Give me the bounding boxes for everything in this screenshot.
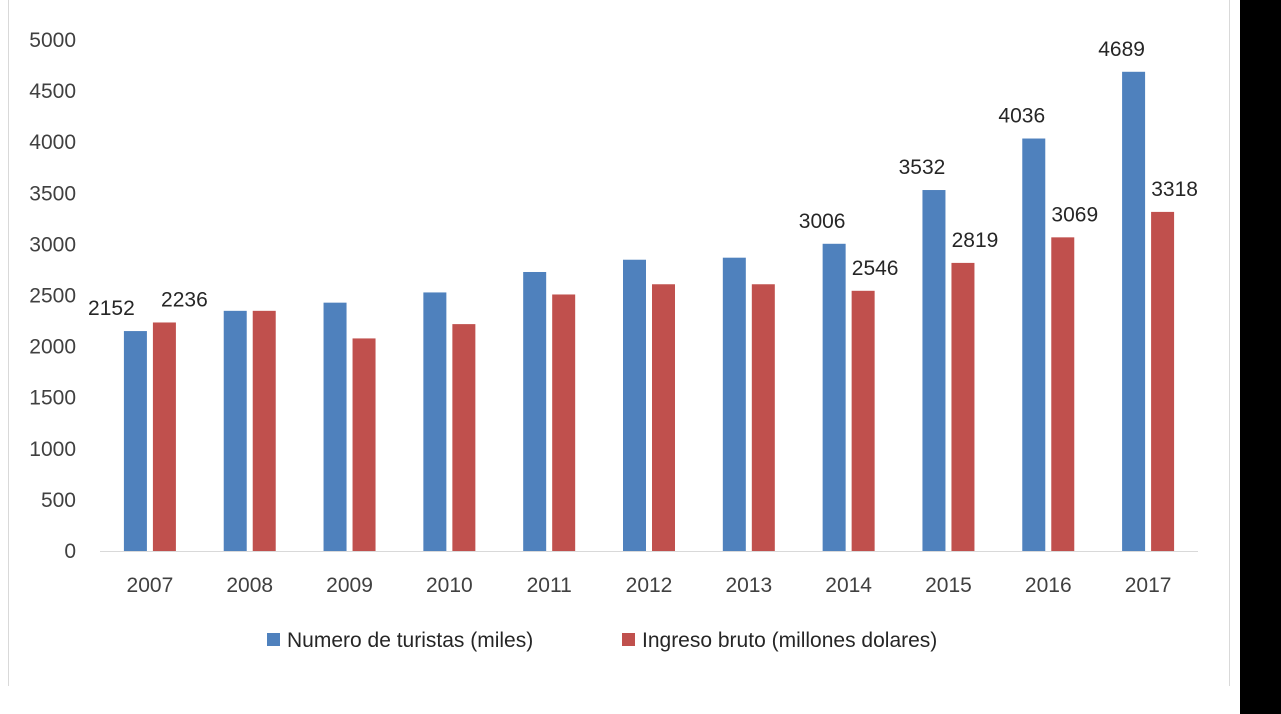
x-tick-label: 2009 (326, 574, 373, 597)
y-axis-ticks: 0 500 1000 1500 2000 2500 3000 3500 4000 4500 5000 (29, 29, 76, 563)
y-tick-label: 2500 (29, 285, 76, 308)
data-label: 4689 (1098, 38, 1145, 61)
bar-turistas-2014 (822, 243, 846, 551)
y-tick-label: 5000 (29, 29, 76, 52)
x-tick-label: 2013 (725, 574, 772, 597)
bar-ingreso-2008 (252, 310, 276, 551)
bar-ingreso-2016 (1051, 237, 1075, 551)
bar-turistas-2009 (323, 302, 347, 551)
bar-turistas-2011 (523, 271, 547, 551)
bar-chart: 0 500 1000 1500 2000 2500 3000 3500 4000 4500 5000… (29, 29, 1198, 652)
data-label: 2152 (88, 297, 135, 320)
bar-ingreso-2009 (352, 338, 376, 551)
bar-turistas-2015 (922, 190, 946, 551)
data-labels: 2152 2236 3006 2546 3532 2819 4036 3069 4689 3318 (88, 38, 1198, 320)
legend: Numero de turistas (miles) Ingreso bruto … (267, 629, 937, 652)
bar-ingreso-2013 (751, 284, 775, 551)
legend-swatch (622, 633, 635, 646)
x-tick-label: 2012 (626, 574, 673, 597)
data-label: 3006 (799, 210, 846, 233)
data-label: 3318 (1151, 178, 1198, 201)
y-tick-label: 0 (64, 540, 76, 563)
x-tick-label: 2007 (127, 574, 174, 597)
y-tick-label: 3500 (29, 182, 76, 205)
x-tick-label: 2016 (1025, 574, 1072, 597)
bars (123, 71, 1175, 552)
bar-ingreso-2017 (1151, 211, 1175, 552)
data-label: 3532 (899, 156, 946, 179)
y-tick-label: 4500 (29, 80, 76, 103)
screen-edge (1240, 0, 1281, 714)
legend-label: Numero de turistas (miles) (287, 629, 533, 652)
y-tick-label: 1500 (29, 387, 76, 410)
data-label: 2819 (952, 229, 999, 252)
data-label: 4036 (998, 105, 1045, 128)
bar-turistas-2007 (123, 331, 147, 551)
x-tick-label: 2017 (1125, 574, 1172, 597)
bar-turistas-2017 (1122, 71, 1146, 551)
legend-swatch (267, 633, 280, 646)
bar-ingreso-2015 (951, 262, 975, 551)
y-tick-label: 4000 (29, 131, 76, 154)
bar-turistas-2010 (423, 292, 447, 551)
legend-label: Ingreso bruto (millones dolares) (642, 629, 937, 652)
data-label: 3069 (1051, 203, 1098, 226)
x-tick-label: 2015 (925, 574, 972, 597)
bar-ingreso-2007 (152, 322, 176, 551)
y-tick-label: 1000 (29, 438, 76, 461)
bar-ingreso-2010 (452, 324, 476, 551)
data-label: 2546 (852, 257, 899, 280)
x-tick-label: 2008 (226, 574, 273, 597)
x-tick-label: 2010 (426, 574, 473, 597)
bar-ingreso-2011 (552, 294, 576, 551)
y-tick-label: 500 (41, 489, 76, 512)
data-label: 2236 (161, 288, 208, 311)
bar-turistas-2008 (223, 310, 247, 551)
y-tick-label: 3000 (29, 233, 76, 256)
bar-turistas-2013 (722, 257, 746, 551)
y-tick-label: 2000 (29, 336, 76, 359)
bar-turistas-2016 (1022, 138, 1046, 551)
bar-turistas-2012 (623, 259, 646, 551)
x-tick-label: 2011 (527, 574, 572, 597)
bar-ingreso-2014 (851, 290, 875, 551)
bar-ingreso-2012 (652, 284, 675, 551)
x-tick-label: 2014 (825, 574, 872, 597)
x-axis-ticks: 2007 2008 2009 2010 2011 2012 2013 2014 2015 2016… (127, 574, 1172, 597)
